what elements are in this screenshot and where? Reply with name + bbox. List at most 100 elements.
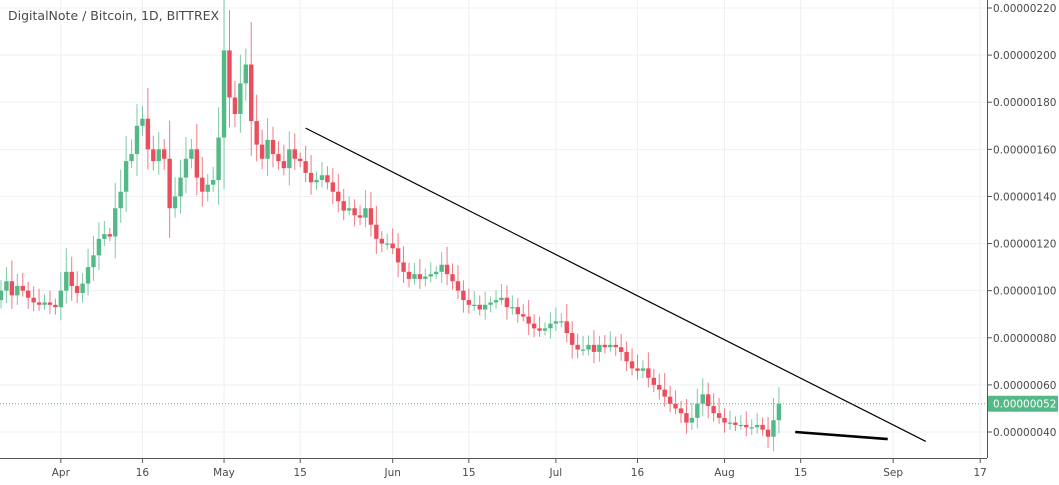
candle-body xyxy=(499,297,504,301)
candle xyxy=(352,199,357,227)
candle-body xyxy=(412,274,417,279)
candle-body xyxy=(80,283,85,294)
candle-body xyxy=(47,302,53,305)
y-tick-label: 0.00000060 xyxy=(993,380,1056,392)
x-tick-label: Aug xyxy=(714,467,735,479)
candle xyxy=(162,138,167,170)
candle-body xyxy=(276,154,281,162)
candle-body xyxy=(537,328,542,331)
candle-body xyxy=(287,149,292,169)
candle xyxy=(113,182,118,259)
candle-body xyxy=(292,149,297,159)
candle xyxy=(510,295,515,315)
candle xyxy=(651,368,656,392)
candle-body xyxy=(183,158,189,178)
candle-body xyxy=(700,394,705,404)
candle xyxy=(434,265,439,279)
candle-body xyxy=(401,262,406,272)
candle-body xyxy=(221,50,227,138)
candle-body xyxy=(134,125,140,155)
candle-body xyxy=(570,333,575,345)
candle-body xyxy=(608,344,613,348)
candle xyxy=(706,382,711,419)
candle-body xyxy=(210,179,216,185)
candle xyxy=(346,196,352,216)
candle-body xyxy=(716,413,722,418)
candle xyxy=(36,288,42,311)
candle-body xyxy=(379,238,384,244)
candle-body xyxy=(575,344,580,350)
x-axis: Apr 16 May 15 Jun 15 Jul 16 Aug 15 Sep 17 xyxy=(0,458,987,479)
candle-body xyxy=(450,274,455,282)
candle xyxy=(178,159,183,214)
candle-body xyxy=(238,83,243,114)
candle xyxy=(771,398,776,452)
candle xyxy=(221,0,227,189)
candle-body xyxy=(200,177,205,192)
candle-body xyxy=(510,307,515,309)
candle xyxy=(412,262,417,285)
candle xyxy=(287,131,292,186)
candle xyxy=(395,233,401,278)
candle xyxy=(167,120,172,238)
candle xyxy=(531,314,537,338)
candle xyxy=(134,104,140,176)
candle xyxy=(526,300,531,335)
candle-body xyxy=(749,427,754,429)
candle-body xyxy=(74,285,80,294)
candle xyxy=(716,398,722,424)
candle xyxy=(298,152,303,168)
y-tick-label: 0.00000220 xyxy=(993,3,1056,15)
candle xyxy=(42,294,47,310)
candle xyxy=(461,280,466,313)
candle-body xyxy=(434,271,439,275)
candle-body xyxy=(254,121,259,145)
candle xyxy=(406,262,412,288)
candle xyxy=(276,141,281,170)
candle-body xyxy=(580,349,586,351)
candle-body xyxy=(325,175,330,183)
candle-body xyxy=(9,281,15,296)
candle-body xyxy=(357,215,363,218)
candle-body xyxy=(504,297,510,308)
candle xyxy=(613,336,618,357)
candle-body xyxy=(461,290,466,301)
candle xyxy=(493,290,499,309)
candle-body xyxy=(744,424,749,428)
candle-body xyxy=(417,274,423,279)
candle-body xyxy=(765,429,771,437)
candle-body xyxy=(662,389,667,397)
candle-body xyxy=(602,344,608,348)
candle-body xyxy=(657,384,662,390)
candle-body xyxy=(346,208,352,211)
x-tick-label: 15 xyxy=(462,467,475,479)
candle xyxy=(472,291,477,311)
candle xyxy=(678,400,684,424)
candle-body xyxy=(629,361,635,369)
candle-body xyxy=(341,201,346,211)
candle-body xyxy=(482,304,488,310)
candle xyxy=(385,233,390,250)
candle-body xyxy=(667,396,673,404)
candle-body xyxy=(249,64,254,122)
candle-body xyxy=(548,323,553,329)
candle-body xyxy=(368,208,374,225)
candle xyxy=(591,330,597,364)
candle-body xyxy=(776,403,782,421)
candle xyxy=(325,166,330,190)
candle-body xyxy=(521,314,526,317)
candle-body xyxy=(42,302,47,305)
candle-body xyxy=(15,285,20,296)
x-tick-label: 16 xyxy=(136,467,150,479)
last-price-marker: 0.00000052 xyxy=(0,395,1058,412)
candle xyxy=(216,107,221,205)
candle-body xyxy=(444,264,450,275)
candle-body xyxy=(613,344,618,348)
candle-body xyxy=(270,139,276,155)
candle xyxy=(238,54,243,133)
candle xyxy=(635,354,640,380)
candles xyxy=(0,0,782,452)
candle-body xyxy=(553,321,559,324)
